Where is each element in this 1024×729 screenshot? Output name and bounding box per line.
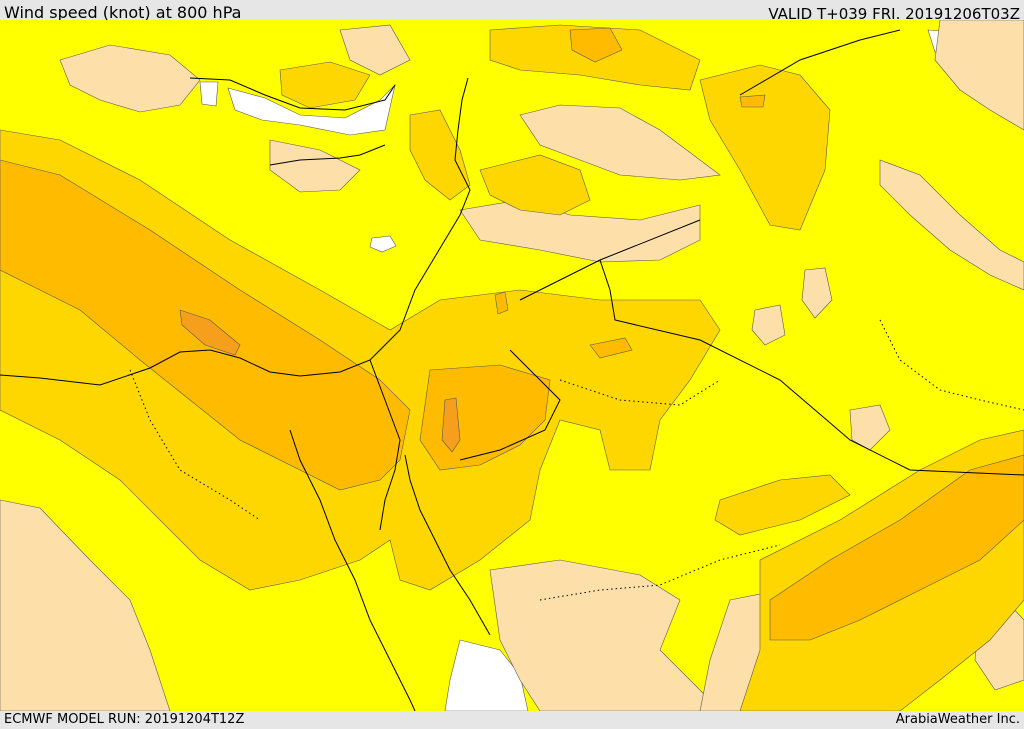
gold-band bbox=[0, 129, 721, 591]
map-canvas bbox=[0, 20, 1024, 711]
coastline bbox=[459, 349, 561, 461]
borders bbox=[129, 319, 1024, 601]
coastline bbox=[404, 454, 491, 636]
sea-white-patch bbox=[227, 84, 396, 136]
tan-band bbox=[934, 20, 1024, 131]
coastline bbox=[599, 259, 1024, 476]
tan-band bbox=[519, 104, 721, 181]
tan-band bbox=[339, 24, 411, 76]
credit: ArabiaWeather Inc. bbox=[895, 712, 1020, 727]
sea-white-patch bbox=[369, 235, 397, 253]
valid-time: VALID T+039 FRI. 20191206T03Z bbox=[768, 5, 1020, 23]
coastline bbox=[739, 29, 901, 96]
tan-band bbox=[269, 139, 361, 193]
border bbox=[879, 319, 1024, 411]
model-run: ECMWF MODEL RUN: 20191204T12Z bbox=[4, 712, 245, 727]
tan-band bbox=[751, 304, 786, 346]
tan-band bbox=[59, 44, 201, 113]
tan-band bbox=[489, 559, 721, 711]
tan-band bbox=[879, 159, 1024, 291]
tan-band bbox=[849, 404, 891, 451]
amber-band bbox=[589, 337, 633, 359]
coastlines bbox=[0, 29, 1024, 711]
gold-band bbox=[279, 61, 371, 109]
amber-band bbox=[569, 27, 623, 63]
sea-white-patch bbox=[444, 639, 529, 711]
coastline bbox=[289, 429, 416, 711]
wind-speed-map bbox=[0, 20, 1024, 711]
amber-band bbox=[739, 94, 766, 108]
orange-core bbox=[179, 309, 241, 356]
coastline bbox=[189, 77, 396, 111]
orange-core bbox=[441, 397, 461, 453]
gold-band bbox=[409, 109, 471, 201]
map-title: Wind speed (knot) at 800 hPa bbox=[4, 3, 242, 22]
tan-band bbox=[801, 267, 833, 319]
amber-band bbox=[769, 454, 1024, 641]
border bbox=[539, 544, 781, 601]
border bbox=[559, 379, 721, 406]
coastline bbox=[369, 359, 401, 531]
gold-band bbox=[699, 64, 831, 231]
gold-band bbox=[479, 154, 591, 216]
coastline bbox=[269, 144, 386, 166]
sea-white-patch bbox=[199, 81, 219, 107]
gold-band bbox=[714, 474, 851, 536]
amber-band bbox=[494, 291, 509, 315]
tan-band bbox=[0, 499, 171, 711]
